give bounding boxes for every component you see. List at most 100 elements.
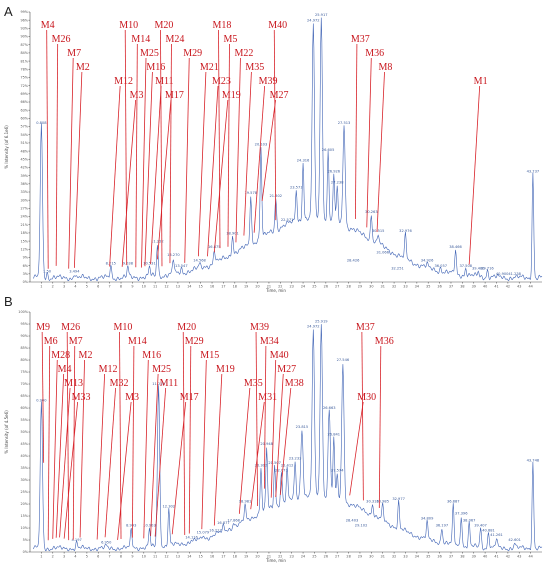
x-tick-label: 2 <box>52 555 54 559</box>
peak-label: 28.426 <box>347 259 360 263</box>
annotation-label: M39 <box>250 322 269 333</box>
annotation-label: M13 <box>64 378 83 389</box>
x-tick-label: 22 <box>278 555 282 559</box>
peak-label: 23.571 <box>290 186 303 190</box>
peak-label: 26.663 <box>323 406 336 410</box>
annotation-label: M37 <box>351 34 370 45</box>
y-tick-label: 60% <box>20 406 28 410</box>
y-tick-label: 85% <box>20 346 28 350</box>
y-tick-label: 81% <box>20 59 28 63</box>
peak-label: 0.900 <box>36 399 47 403</box>
annotation-label: M29 <box>185 336 204 347</box>
x-tick-label: 25 <box>312 555 316 559</box>
x-tick-label: 35 <box>426 555 430 559</box>
x-tick-label: 27 <box>335 555 339 559</box>
peak-label: 25.917 <box>315 13 328 17</box>
peak-label: 34.926 <box>421 259 434 263</box>
y-tick-label: 30% <box>20 478 28 482</box>
x-tick-label: 19 <box>244 285 248 289</box>
y-tick-label: 50% <box>20 430 28 434</box>
peak-label: 26.841 <box>327 432 340 436</box>
x-tick-label: 8 <box>120 285 122 289</box>
x-tick-label: 32 <box>392 285 396 289</box>
peak-label: 24.316 <box>297 159 310 163</box>
y-tick-label: 12% <box>20 247 28 251</box>
peak-label: 40.900 <box>496 272 509 276</box>
annotation-leader <box>46 29 49 269</box>
x-tick-label: 1 <box>40 555 42 559</box>
x-tick-label: 19 <box>244 555 248 559</box>
annotation-leader <box>63 401 79 539</box>
annotation-label: M36 <box>375 336 394 347</box>
peak-label: 28.403 <box>346 519 359 523</box>
peak-label: 41.238 <box>508 272 521 276</box>
peak-label: 37.508 <box>459 264 472 268</box>
peak-label: 17.868 <box>227 519 240 523</box>
annotation-label: M26 <box>61 322 80 333</box>
x-tick-label: 5 <box>86 285 88 289</box>
x-axis-label: Time, min <box>265 288 286 293</box>
x-tick-label: 23 <box>290 555 294 559</box>
y-tick-label: 54% <box>20 133 28 137</box>
annotation-label: M30 <box>357 392 376 403</box>
annotation-leader <box>96 373 106 540</box>
annotation-label: M20 <box>154 20 173 31</box>
annotation-label: M12 <box>99 364 118 375</box>
annotation-leader <box>213 99 229 253</box>
peak-label: 10.903 <box>143 524 156 528</box>
annotation-leader <box>169 43 172 264</box>
annotation-label: M8 <box>379 62 393 73</box>
x-tick-label: 40 <box>483 285 487 289</box>
annotation-leader <box>109 85 121 267</box>
x-tick-label: 17 <box>221 285 225 289</box>
annotation-label: M39 <box>259 76 278 87</box>
x-tick-label: 44 <box>528 285 532 289</box>
x-tick-label: 26 <box>324 285 328 289</box>
annotation-label: M16 <box>142 350 161 361</box>
x-tick-label: 25 <box>312 285 316 289</box>
annotation-leader <box>197 71 207 257</box>
annotation-label: M36 <box>365 48 384 59</box>
x-tick-label: 10 <box>142 285 146 289</box>
y-tick-label: 24% <box>20 215 28 219</box>
x-tick-label: 44 <box>528 555 532 559</box>
annotation-leader <box>270 359 277 498</box>
y-tick-label: 45% <box>20 157 28 161</box>
x-tick-label: 3 <box>63 555 65 559</box>
y-tick-label: 72% <box>20 84 28 88</box>
annotation-label: M7 <box>67 48 81 59</box>
annotation-label: M4 <box>58 364 72 375</box>
y-tick-label: 100% <box>18 310 28 314</box>
y-tick-label: 90% <box>20 35 28 39</box>
peak-label: 6.950 <box>101 540 112 544</box>
chromatogram-trace <box>33 17 543 282</box>
annotation-label: M25 <box>140 48 159 59</box>
peak-label: 36.197 <box>436 524 449 528</box>
x-tick-label: 22 <box>278 285 282 289</box>
peak-label: 23.233 <box>289 456 302 460</box>
peak-label: 14.116 <box>185 536 198 540</box>
y-tick-label: 5% <box>23 538 29 542</box>
y-tick-label: 57% <box>20 125 28 129</box>
annotation-leader <box>55 373 65 538</box>
x-tick-label: 17 <box>221 555 225 559</box>
y-tick-label: 18% <box>20 231 28 235</box>
peak-label: 42.601 <box>508 538 521 542</box>
peak-label: 3.494 <box>69 269 80 273</box>
x-tick-label: 8 <box>120 555 122 559</box>
y-tick-label: 65% <box>20 394 28 398</box>
x-tick-label: 7 <box>109 555 111 559</box>
peak-label: 36.057 <box>434 264 447 268</box>
annotation-leader <box>143 359 149 539</box>
y-axis-label: % Intensity (of 6.1e6) <box>4 125 9 169</box>
annotation-leader <box>376 71 385 232</box>
x-tick-label: 26 <box>324 555 328 559</box>
x-tick-label: 10 <box>142 555 146 559</box>
annotation-label: M40 <box>270 350 289 361</box>
y-tick-label: 96% <box>20 18 28 22</box>
peak-label: 30.985 <box>376 500 389 504</box>
peak-label: 18.981 <box>239 500 252 504</box>
annotation-label: M29 <box>183 48 202 59</box>
annotation-label: M26 <box>52 34 71 45</box>
